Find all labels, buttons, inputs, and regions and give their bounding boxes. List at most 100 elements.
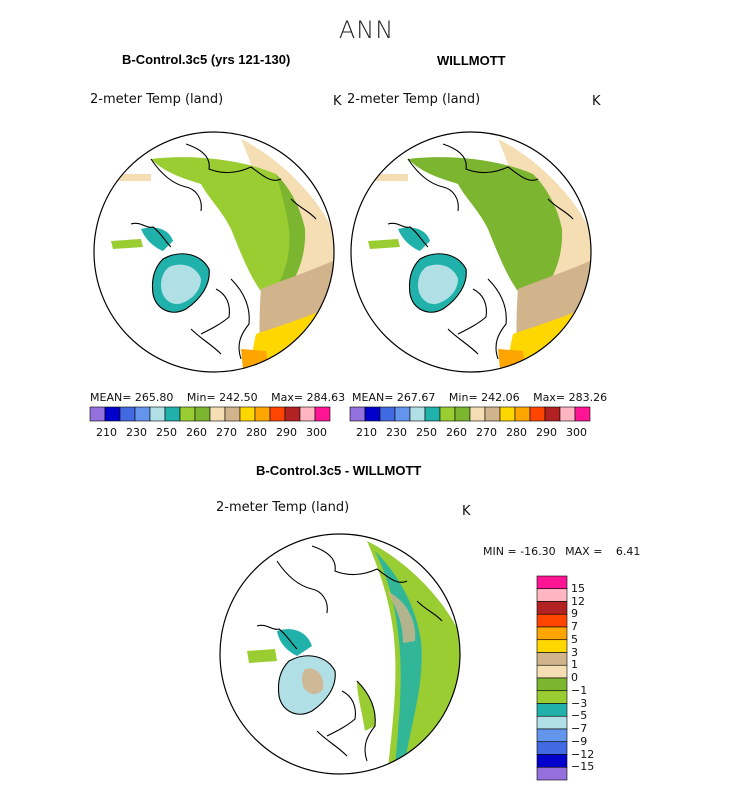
- colorbar-swatch: [349, 406, 366, 422]
- coastline: [200, 288, 230, 335]
- colorbar-ticks-model: 210 230 250 260 270 280 290 300: [90, 426, 330, 440]
- colorbar-swatch: [536, 639, 568, 653]
- colorbar-swatch: [409, 406, 426, 422]
- region-hot-spot: [498, 349, 526, 369]
- stats-model: MEAN= 265.80 Min= 242.50 Max= 284.63: [90, 391, 345, 404]
- colorbar-swatch: [536, 601, 568, 615]
- polar-map-obs: [350, 131, 592, 373]
- coastline: [316, 730, 348, 757]
- region-alaska-strip: [368, 239, 400, 249]
- max-value-obs: 283.26: [568, 391, 608, 404]
- coastline: [230, 278, 250, 360]
- colorbar-swatch: [224, 406, 241, 422]
- coastline-greenland: [408, 253, 467, 313]
- region-alaska-mild: [368, 174, 408, 181]
- coastline: [547, 198, 574, 220]
- colorbar-model: [89, 406, 331, 422]
- coastline: [311, 545, 408, 583]
- mean-label-obs: MEAN=: [352, 391, 394, 404]
- colorbar-tick-label: 1: [571, 658, 578, 672]
- colorbar-swatch: [209, 406, 226, 422]
- region-alaska-strip: [111, 239, 143, 249]
- colorbar-swatch: [439, 406, 456, 422]
- units-label-diff: K: [462, 504, 471, 519]
- colorbar-tick-label: 15: [571, 581, 585, 595]
- colorbar-swatch: [104, 406, 121, 422]
- colorbar-tick-label: −12: [571, 747, 595, 761]
- max-value-model: 284.63: [306, 391, 346, 404]
- region-greenland-ice: [161, 264, 201, 305]
- colorbar-swatch: [119, 406, 136, 422]
- coastline: [256, 624, 298, 650]
- colorbar-swatch: [536, 652, 568, 666]
- main-title: ANN: [338, 16, 395, 44]
- panel-title-obs: WILLMOTT: [437, 53, 506, 68]
- coastline: [276, 560, 328, 614]
- colorbar-swatch: [529, 406, 546, 422]
- colorbar-swatch: [536, 613, 568, 628]
- map-boundary: [350, 131, 592, 373]
- colorbar-swatch: [254, 406, 271, 422]
- colorbar-ticks-diff: 15 12 9 7 5 3 1 0 −1 −3 −5 −7 −9 −12 −15: [571, 576, 611, 780]
- colorbar-tick-label: −7: [571, 722, 588, 735]
- colorbar-swatch: [469, 406, 486, 422]
- minmax-diff: MIN = -16.30 MAX = 6.41: [483, 545, 640, 558]
- colorbar-swatch: [364, 406, 381, 422]
- colorbar-tick-label: 270: [476, 426, 497, 439]
- colorbar-tick-label: −15: [571, 760, 595, 774]
- region-alaska-mild: [111, 174, 151, 181]
- colorbar-swatch: [484, 406, 501, 422]
- coastline: [326, 690, 356, 737]
- region-canada-strip-diff: [247, 649, 277, 663]
- colorbar-swatch: [536, 575, 568, 590]
- colorbar-diff: [536, 575, 568, 781]
- max-label-model: Max=: [271, 391, 304, 404]
- units-label-obs: K: [592, 94, 601, 109]
- colorbar-swatch: [536, 664, 568, 679]
- colorbar-tick-label: −3: [571, 696, 588, 710]
- region-greenland-ice: [418, 264, 458, 305]
- colorbar-swatch: [314, 406, 331, 422]
- coastline: [150, 158, 202, 212]
- region-siberia-east: [533, 174, 563, 289]
- min-label-model: Min=: [186, 391, 216, 404]
- variable-label-obs: 2-meter Temp (land): [347, 92, 481, 107]
- coastline: [416, 600, 443, 622]
- coastline: [290, 198, 317, 220]
- max-label-obs: Max=: [533, 391, 566, 404]
- variable-label-model: 2-meter Temp (land): [90, 92, 224, 107]
- colorbar-tick-label: 250: [416, 426, 437, 439]
- region-siberia-east: [276, 174, 306, 289]
- map-boundary: [93, 131, 335, 373]
- colorbar-tick-label: 280: [506, 426, 527, 439]
- colorbar-obs: [349, 406, 591, 422]
- stats-obs: MEAN= 267.67 Min= 242.06 Max= 283.26: [352, 391, 607, 404]
- colorbar-tick-label: 9: [571, 607, 578, 621]
- colorbar-swatch: [394, 406, 411, 422]
- polar-map-model: [93, 131, 335, 373]
- colorbar-swatch: [536, 754, 568, 768]
- region-scandinavia-diff: [357, 681, 376, 731]
- colorbar-tick-label: 250: [156, 426, 177, 439]
- colorbar-swatch: [536, 677, 568, 692]
- colorbar-swatch: [499, 406, 516, 422]
- colorbar-tick-label: 7: [571, 620, 578, 633]
- region-greenland-warm-diff: [301, 668, 324, 695]
- colorbar-swatch: [299, 406, 316, 422]
- colorbar-tick-label: 210: [96, 426, 117, 439]
- coastline: [356, 680, 376, 762]
- mean-value-model: 265.80: [134, 391, 174, 404]
- max-label-diff: MAX =: [565, 545, 603, 558]
- coastline: [487, 278, 507, 360]
- colorbar-tick-label: 5: [571, 632, 578, 646]
- colorbar-tick-label: 0: [571, 671, 578, 684]
- colorbar-swatch: [536, 626, 568, 641]
- colorbar-tick-label: −9: [571, 734, 588, 748]
- min-label-obs: Min=: [448, 391, 478, 404]
- region-archipelago: [398, 227, 430, 251]
- coastline: [185, 143, 282, 181]
- colorbar-tick-label: −5: [571, 709, 588, 723]
- colorbar-swatch: [89, 406, 106, 422]
- polar-map-diff: [219, 533, 461, 775]
- min-value-model: 242.50: [219, 391, 258, 404]
